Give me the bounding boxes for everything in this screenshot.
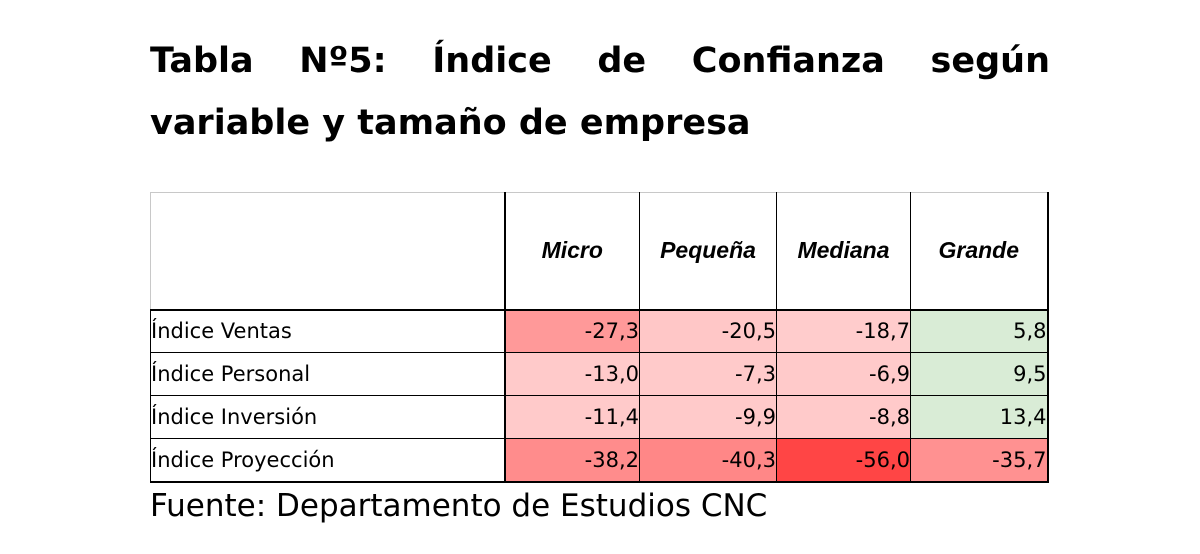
value-cell: -38,2 <box>504 438 640 483</box>
value-cell: -35,7 <box>910 438 1049 483</box>
value-cell: -18,7 <box>776 308 911 353</box>
value-cell: 5,8 <box>910 308 1049 353</box>
value-cell: -9,9 <box>639 395 777 439</box>
table-row: Índice Ventas -27,3 -20,5 -18,7 5,8 <box>150 308 1049 353</box>
value-cell: -27,3 <box>504 308 640 353</box>
value-cell: -40,3 <box>639 438 777 483</box>
value-cell: 9,5 <box>910 352 1049 396</box>
column-header-mediana: Mediana <box>776 192 911 310</box>
header-row: Micro Pequeña Mediana Grande <box>150 192 1049 310</box>
row-label-ventas: Índice Ventas <box>150 308 506 353</box>
row-label-personal: Índice Personal <box>150 352 506 396</box>
table-row: Índice Inversión -11,4 -9,9 -8,8 13,4 <box>150 395 1049 439</box>
row-label-inversion: Índice Inversión <box>150 395 506 439</box>
table-row: Índice Personal -13,0 -7,3 -6,9 9,5 <box>150 352 1049 396</box>
value-cell: -11,4 <box>504 395 640 439</box>
value-cell: -6,9 <box>776 352 911 396</box>
value-cell: -20,5 <box>639 308 777 353</box>
value-cell: 13,4 <box>910 395 1049 439</box>
table-row: Índice Proyección -38,2 -40,3 -56,0 -35,… <box>150 438 1049 483</box>
column-header-micro: Micro <box>504 192 640 310</box>
value-cell: -8,8 <box>776 395 911 439</box>
value-cell: -7,3 <box>639 352 777 396</box>
column-header-grande: Grande <box>910 192 1049 310</box>
row-label-proyeccion: Índice Proyección <box>150 438 506 483</box>
confidence-index-table: Micro Pequeña Mediana Grande Índice Vent… <box>150 192 1049 483</box>
column-header-pequena: Pequeña <box>639 192 777 310</box>
value-cell: -13,0 <box>504 352 640 396</box>
corner-cell <box>150 192 506 310</box>
table-title: Tabla Nº5: Índice de Confianza según var… <box>150 41 1050 143</box>
value-cell: -56,0 <box>776 438 911 483</box>
source-note: Fuente: Departamento de Estudios CNC <box>150 488 768 524</box>
